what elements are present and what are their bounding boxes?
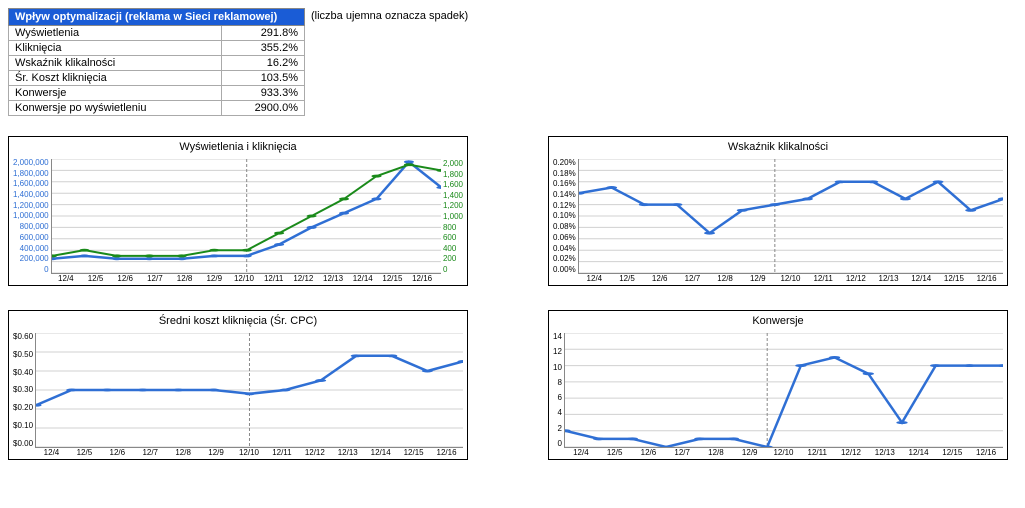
y-axis-left: 2,000,0001,800,0001,600,0001,400,0001,20… [13, 159, 51, 274]
metric-value: 933.3% [222, 86, 305, 101]
metric-value: 2900.0% [222, 101, 305, 116]
chart-title: Wskaźnik klikalności [553, 141, 1003, 153]
charts-grid: Wyświetlenia i kliknięcia 2,000,0001,800,… [8, 136, 1017, 460]
plot-area [35, 333, 463, 448]
summary-table: Wpływ optymalizacji (reklama w Sieci rek… [8, 8, 305, 116]
table-row: Wyświetlenia291.8% [9, 26, 305, 41]
metric-value: 291.8% [222, 26, 305, 41]
table-row: Konwersje933.3% [9, 86, 305, 101]
plot-area [578, 159, 1003, 274]
chart-box: Konwersje 1412108642012/412/512/612/712/8… [548, 310, 1008, 460]
x-axis: 12/412/512/612/712/812/912/1012/1112/121… [578, 274, 1003, 283]
y-axis-left: $0.60$0.50$0.40$0.30$0.20$0.10$0.00 [13, 333, 35, 448]
x-axis: 12/412/512/612/712/812/912/1012/1112/121… [564, 448, 1003, 457]
summary-header: Wpływ optymalizacji (reklama w Sieci rek… [9, 9, 305, 26]
metric-value: 103.5% [222, 71, 305, 86]
metric-label: Konwersje po wyświetleniu [9, 101, 222, 116]
plot-area [51, 159, 441, 274]
metric-value: 355.2% [222, 41, 305, 56]
chart-title: Konwersje [553, 315, 1003, 327]
metric-label: Wskaźnik klikalności [9, 56, 222, 71]
metric-value: 16.2% [222, 56, 305, 71]
y-axis-left: 0.20%0.18%0.16%0.14%0.12%0.10%0.08%0.06%… [553, 159, 578, 274]
summary-row: Wpływ optymalizacji (reklama w Sieci rek… [8, 8, 1017, 116]
plot-area [564, 333, 1003, 448]
metric-label: Kliknięcia [9, 41, 222, 56]
table-row: Konwersje po wyświetleniu2900.0% [9, 101, 305, 116]
chart-title: Wyświetlenia i kliknięcia [13, 141, 463, 153]
metric-label: Śr. Koszt kliknięcia [9, 71, 222, 86]
metric-label: Wyświetlenia [9, 26, 222, 41]
chart-box: Średni koszt kliknięcia (Śr. CPC) $0.60$0… [8, 310, 468, 460]
chart-title: Średni koszt kliknięcia (Śr. CPC) [13, 315, 463, 327]
table-row: Śr. Koszt kliknięcia103.5% [9, 71, 305, 86]
table-row: Kliknięcia355.2% [9, 41, 305, 56]
y-axis-left: 14121086420 [553, 333, 564, 448]
table-row: Wskaźnik klikalności16.2% [9, 56, 305, 71]
metric-label: Konwersje [9, 86, 222, 101]
x-axis: 12/412/512/612/712/812/912/1012/1112/121… [35, 448, 463, 457]
chart-box: Wskaźnik klikalności 0.20%0.18%0.16%0.14%… [548, 136, 1008, 286]
x-axis: 12/412/512/612/712/812/912/1012/1112/121… [51, 274, 437, 283]
chart-box: Wyświetlenia i kliknięcia 2,000,0001,800,… [8, 136, 468, 286]
y-axis-right: 2,0001,8001,6001,4001,2001,0008006004002… [441, 159, 463, 274]
summary-note: (liczba ujemna oznacza spadek) [311, 8, 468, 22]
